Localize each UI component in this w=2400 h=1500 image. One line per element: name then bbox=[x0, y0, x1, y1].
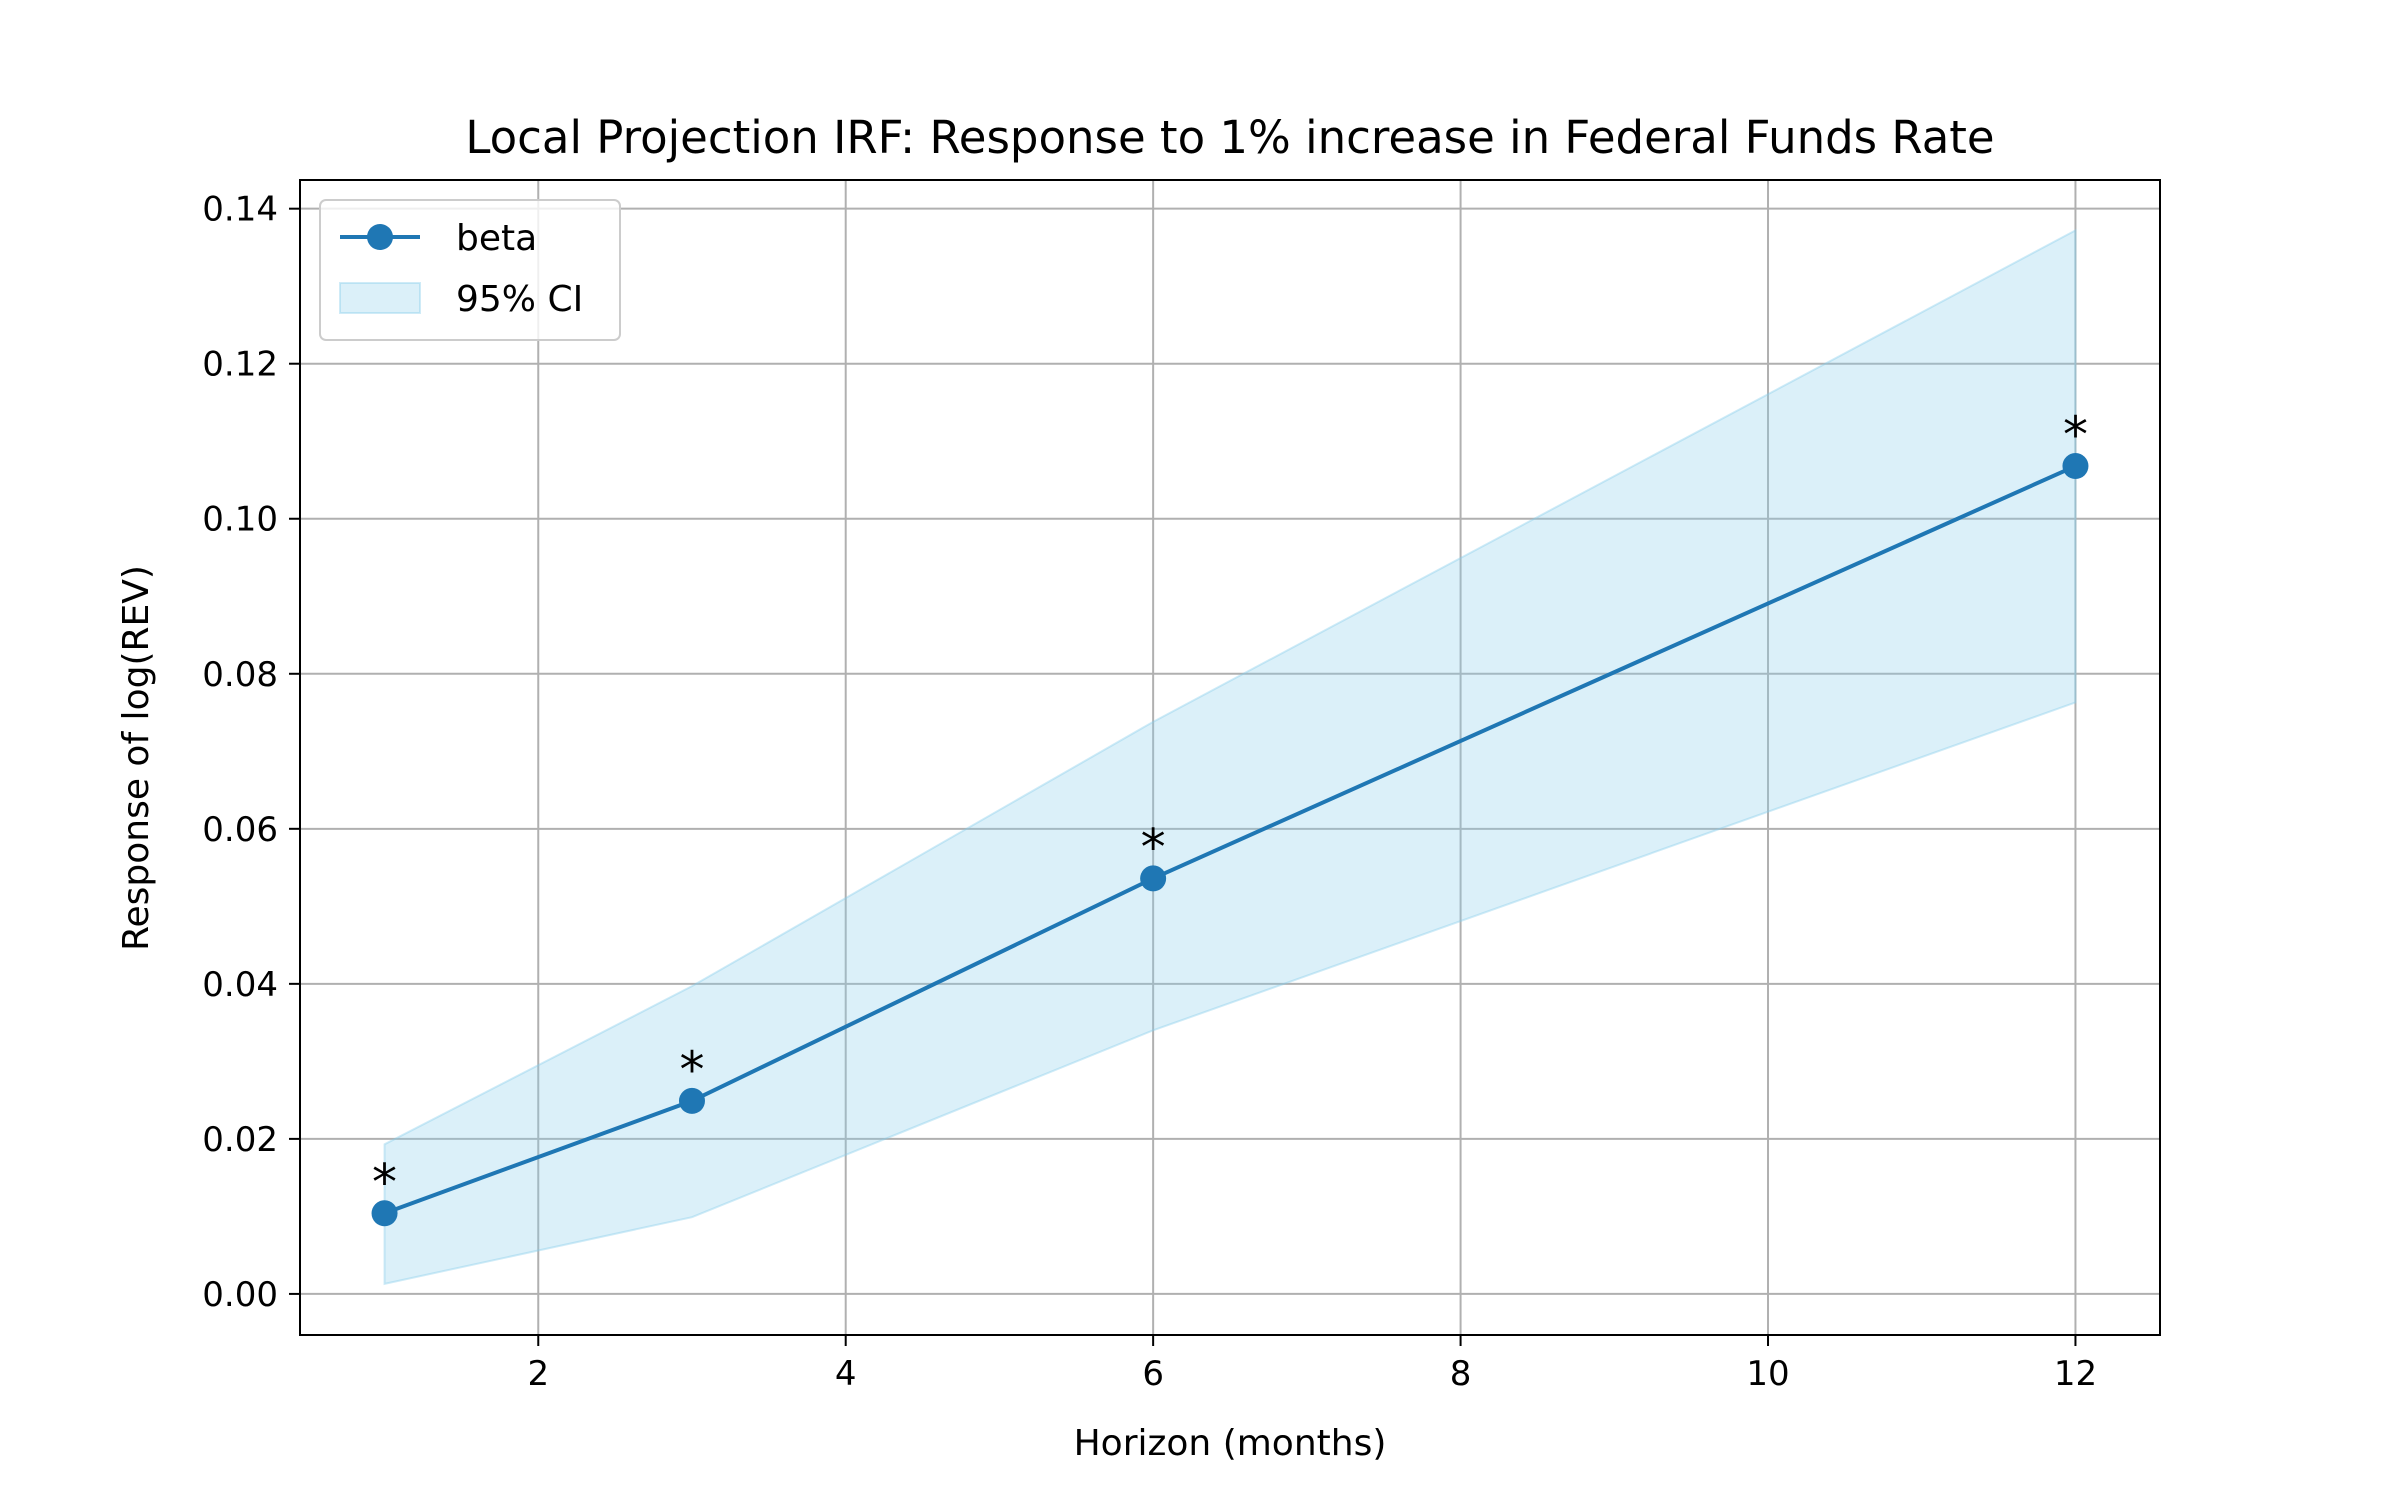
x-tick-label: 10 bbox=[1746, 1354, 1789, 1394]
y-tick-label: 0.12 bbox=[202, 345, 278, 385]
x-tick-label: 8 bbox=[1450, 1354, 1472, 1394]
confidence-band-group bbox=[383, 228, 2077, 1286]
x-tick-label: 12 bbox=[2054, 1354, 2097, 1394]
grid bbox=[300, 180, 2160, 1335]
series-line-beta bbox=[383, 464, 2077, 1216]
significance-marker: * bbox=[2063, 406, 2088, 464]
data-point bbox=[2062, 453, 2089, 480]
data-point bbox=[371, 1200, 398, 1227]
y-tick-label: 0.08 bbox=[202, 655, 278, 695]
y-axis-label: Response of log(REV) bbox=[116, 565, 157, 951]
legend-beta-marker bbox=[367, 224, 393, 250]
significance-marker: * bbox=[1141, 818, 1166, 876]
x-tick-label: 4 bbox=[835, 1354, 857, 1394]
confidence-band bbox=[383, 228, 2077, 1286]
significance-marker: * bbox=[679, 1041, 704, 1099]
y-tick-label: 0.10 bbox=[202, 500, 278, 540]
x-tick-label: 6 bbox=[1142, 1354, 1164, 1394]
legend-beta-label: beta bbox=[456, 218, 537, 259]
x-axis-label: Horizon (months) bbox=[1074, 1423, 1387, 1464]
data-point bbox=[678, 1087, 705, 1114]
data-point bbox=[1140, 865, 1167, 892]
y-tick-label: 0.14 bbox=[202, 190, 278, 230]
plot-frame bbox=[299, 179, 2161, 1336]
legend-ci-swatch bbox=[339, 282, 421, 314]
y-axis-ticks: 0.00 0.02 0.04 0.06 0.08 0.10 0.12 0.14 bbox=[202, 190, 300, 1315]
legend-ci-label: 95% CI bbox=[456, 279, 583, 320]
series-group bbox=[371, 453, 2089, 1227]
y-tick-label: 0.00 bbox=[202, 1275, 278, 1315]
x-tick-label: 2 bbox=[527, 1354, 549, 1394]
chart-title: Local Projection IRF: Response to 1% inc… bbox=[465, 111, 1994, 164]
y-tick-label: 0.06 bbox=[202, 810, 278, 850]
significance-marker: * bbox=[372, 1153, 397, 1211]
annotations-group: * * * * bbox=[372, 406, 2088, 1211]
y-tick-label: 0.02 bbox=[202, 1120, 278, 1160]
x-axis-ticks: 2 4 6 8 10 12 bbox=[527, 1335, 2097, 1394]
y-tick-label: 0.04 bbox=[202, 965, 278, 1005]
legend: beta 95% CI bbox=[319, 199, 621, 341]
plot-area bbox=[300, 180, 2160, 1335]
